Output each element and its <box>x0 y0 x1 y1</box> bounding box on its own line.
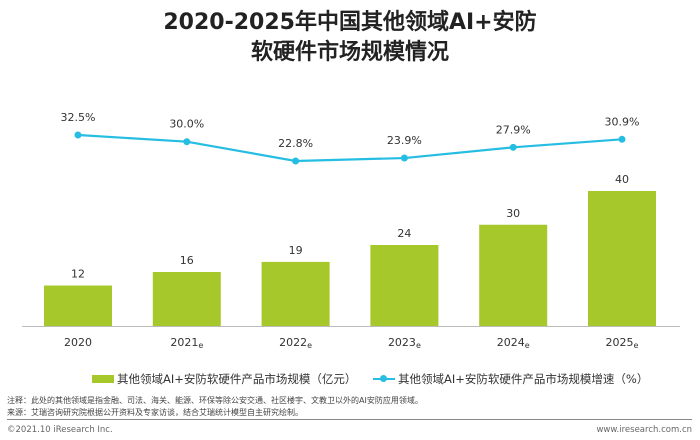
footer-divider <box>7 419 692 420</box>
growth-point <box>618 135 626 143</box>
chart-title-line2: 软硬件市场规模情况 <box>250 40 449 65</box>
legend-line: 其他领域AI+安防软硬件产品市场规模增速（%） <box>373 371 648 387</box>
bar-value-label: 30 <box>506 207 520 220</box>
growth-point <box>183 138 191 146</box>
growth-point <box>509 143 517 151</box>
bar-value-label: 19 <box>289 244 303 257</box>
bar <box>261 261 330 326</box>
growth-point <box>292 157 300 165</box>
source-text: 来源：艾瑞咨询研究院根据公开资料及专家访谈，结合艾瑞统计模型自主研究绘制。 <box>7 408 303 417</box>
x-tick-label: 2023e <box>388 336 421 350</box>
growth-point <box>74 131 82 139</box>
x-tick-label: 2025e <box>606 336 639 350</box>
bar <box>152 272 221 326</box>
growth-point <box>400 154 408 162</box>
legend-bar: 其他领域AI+安防软硬件产品市场规模（亿元） <box>92 371 356 387</box>
growth-label: 32.5% <box>61 111 96 124</box>
legend-bar-swatch <box>92 375 114 383</box>
chart-title-line1: 2020-2025年中国其他领域AI+安防 <box>163 10 537 35</box>
growth-label: 30.0% <box>169 118 204 131</box>
bar-value-label: 40 <box>615 173 629 186</box>
x-tick-label: 2022e <box>279 336 312 350</box>
growth-label: 22.8% <box>278 137 313 150</box>
growth-line <box>77 133 623 163</box>
growth-label: 27.9% <box>496 123 531 136</box>
bar <box>479 224 548 326</box>
x-tick-label: 2021e <box>170 336 203 350</box>
x-tick-label: 2024e <box>497 336 530 350</box>
copyright: ©2021.10 iResearch Inc. <box>7 425 113 435</box>
growth-label: 30.9% <box>605 115 640 128</box>
x-tick-label: 2020 <box>64 336 92 349</box>
bar <box>44 285 112 326</box>
legend-line-label: 其他领域AI+安防软硬件产品市场规模增速（%） <box>398 372 649 386</box>
growth-label: 23.9% <box>387 134 422 147</box>
legend-bar-label: 其他领域AI+安防软硬件产品市场规模（亿元） <box>117 372 357 386</box>
bar <box>588 191 656 326</box>
bar-value-label: 24 <box>397 227 411 240</box>
note-text: 注释：此处的其他领域是指金融、司法、海关、能源、环保等除公安交通、社区楼宇、文教… <box>7 396 423 405</box>
bar-value-label: 16 <box>180 254 194 267</box>
website: www.iresearch.com.cn <box>596 425 692 435</box>
legend-line-swatch <box>373 375 395 382</box>
bar-value-label: 12 <box>71 268 85 281</box>
bar <box>370 245 439 326</box>
